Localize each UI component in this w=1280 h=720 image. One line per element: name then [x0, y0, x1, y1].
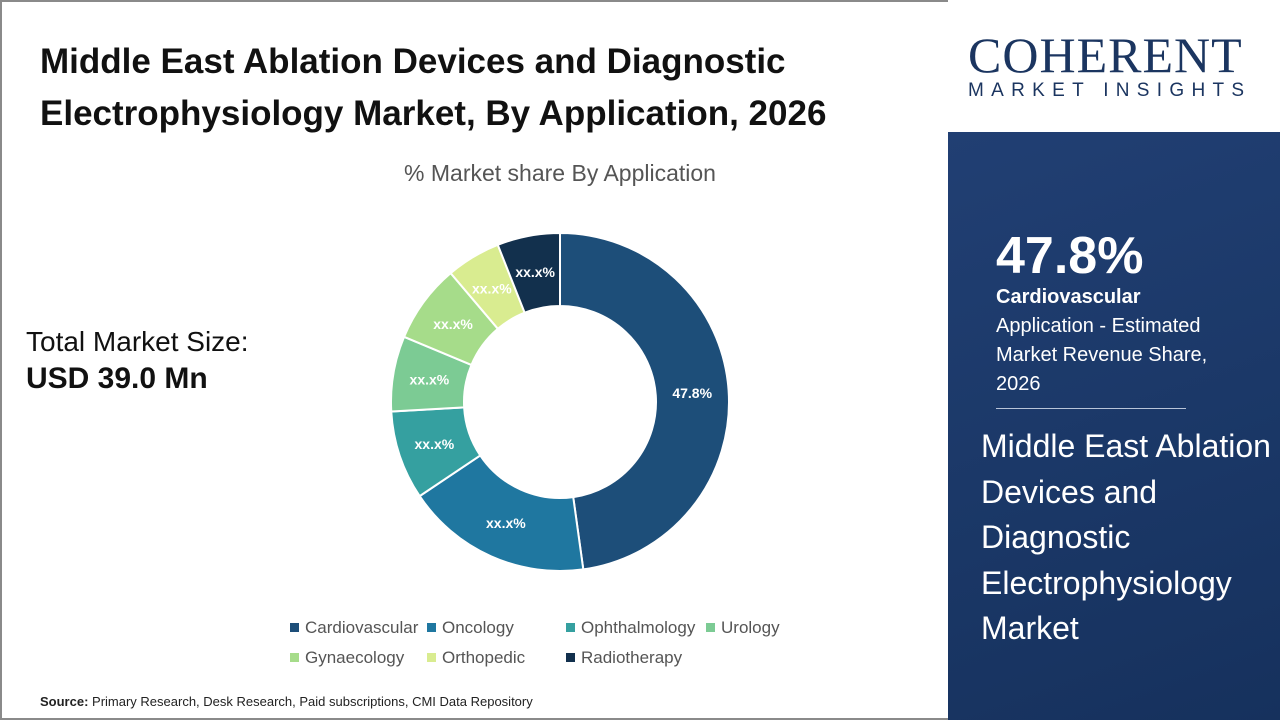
legend-swatch [427, 623, 436, 632]
divider [996, 408, 1186, 409]
legend-swatch [566, 623, 575, 632]
legend-label: Radiotherapy [581, 648, 683, 667]
legend-item-radiotherapy: Radiotherapy [566, 648, 682, 668]
data-label-orthopedic: xx.x% [472, 280, 512, 296]
legend-swatch [290, 623, 299, 632]
legend-label: Oncology [442, 618, 514, 637]
legend-label: Urology [721, 618, 780, 637]
legend-label: Cardiovascular [305, 618, 419, 637]
chart-title: % Market share By Application [404, 160, 716, 186]
legend-swatch [706, 623, 715, 632]
highlight-panel: 47.8% Cardiovascular Application - Estim… [948, 132, 1280, 720]
legend-label: Gynaecology [305, 648, 405, 667]
source-label: Source: [40, 694, 89, 709]
data-label-radiotherapy: xx.x% [515, 264, 555, 280]
total-market-value: USD 39.0 Mn [26, 362, 208, 395]
logo-tagline: MARKET INSIGHTS [968, 80, 1252, 101]
slice-cardiovascular [559, 231, 730, 571]
legend-swatch [290, 653, 299, 662]
legend-item-urology: Urology [706, 618, 780, 638]
highlight-category: Cardiovascular [996, 286, 1141, 308]
source-text: Primary Research, Desk Research, Paid su… [92, 694, 533, 709]
donut-chart: 47.8%xx.x%xx.x%xx.x%xx.x%xx.x%xx.x% [390, 231, 730, 572]
highlight-percent: 47.8% [996, 227, 1144, 285]
page-title: Middle East Ablation Devices and Diagnos… [40, 42, 827, 133]
legend-item-gynaecology: Gynaecology [290, 648, 404, 668]
total-market-label: Total Market Size: [26, 326, 249, 357]
legend-label: Ophthalmology [581, 618, 696, 637]
source-note: Source: Primary Research, Desk Research,… [40, 694, 533, 709]
legend-item-cardiovascular: Cardiovascular [290, 618, 418, 638]
legend-item-oncology: Oncology [427, 618, 514, 638]
side-panel: COHERENT MARKET INSIGHTS 47.8% Cardiovas… [948, 0, 1280, 720]
logo-name: COHERENT [968, 27, 1243, 83]
legend-swatch [566, 653, 575, 662]
slice-radiotherapy [496, 231, 561, 315]
legend-swatch [427, 653, 436, 662]
legend-item-orthopedic: Orthopedic [427, 648, 525, 668]
market-name: Middle East Ablation Devices and Diagnos… [981, 428, 1271, 646]
legend-label: Orthopedic [442, 648, 526, 667]
legend-item-ophthalmology: Ophthalmology [566, 618, 695, 638]
logo: COHERENT MARKET INSIGHTS [968, 30, 1268, 102]
highlight-description: Application - Estimated Market Revenue S… [996, 315, 1208, 395]
data-label-gynaecology: xx.x% [433, 316, 473, 332]
data-label-urology: xx.x% [410, 372, 450, 388]
data-label-oncology: xx.x% [486, 515, 526, 531]
data-label-ophthalmology: xx.x% [415, 436, 455, 452]
data-label-cardiovascular: 47.8% [672, 385, 712, 401]
